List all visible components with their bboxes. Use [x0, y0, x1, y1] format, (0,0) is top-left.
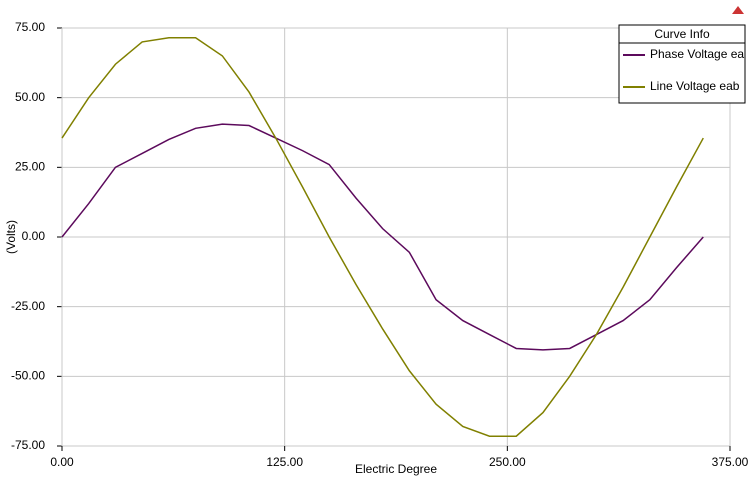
legend-label: Line Voltage eab: [650, 79, 740, 93]
legend-label: Phase Voltage ea: [650, 47, 744, 61]
y-tick-label: -25.00: [11, 299, 45, 313]
y-tick-label: -75.00: [11, 438, 45, 452]
x-tick-label: 250.00: [489, 455, 526, 469]
legend-title: Curve Info: [654, 27, 710, 41]
y-tick-label: 75.00: [15, 20, 45, 34]
data-line: [61, 37, 704, 437]
y-axis-label: (Volts): [4, 220, 18, 254]
y-tick-label: -50.00: [11, 369, 45, 383]
x-tick-label: 0.00: [50, 455, 74, 469]
corner-icon: [732, 6, 744, 14]
x-axis-label: Electric Degree: [355, 462, 437, 476]
x-tick-label: 375.00: [712, 455, 749, 469]
legend-box: [618, 24, 746, 104]
y-tick-label: 50.00: [15, 90, 45, 104]
y-tick-label: 0.00: [22, 229, 46, 243]
y-tick-label: 25.00: [15, 160, 45, 174]
x-tick-label: 125.00: [266, 455, 303, 469]
